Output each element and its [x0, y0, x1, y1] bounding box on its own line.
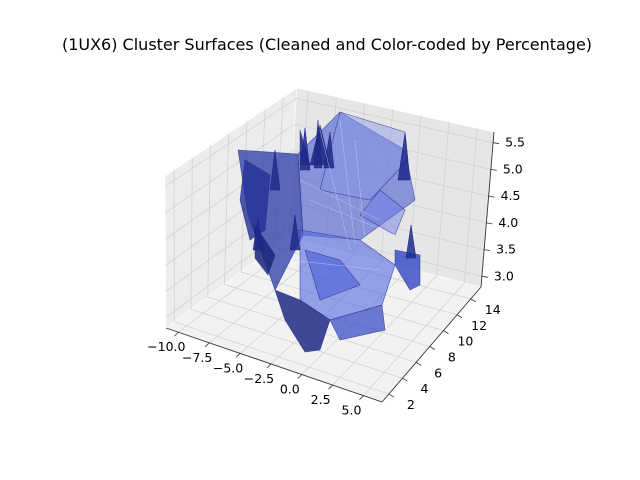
y-tick-mark [443, 330, 449, 334]
x-tick-label: −2.5 [244, 371, 274, 386]
surface-spike [397, 132, 411, 181]
x-tick-mark [235, 353, 241, 358]
z-gridline [296, 97, 494, 144]
x-tick-label: −5.0 [213, 360, 243, 375]
x-gridline-wall [436, 121, 450, 276]
y-gridline-wall [207, 145, 211, 297]
z-gridline-wall [165, 123, 295, 214]
axis-line [480, 131, 495, 288]
y-gridline-wall [190, 157, 193, 310]
y-gridline-wall [224, 133, 230, 285]
z-tick-mark [493, 142, 500, 145]
y-tick-mark [470, 298, 476, 303]
y-tick-mark [429, 346, 435, 350]
y-tick-mark [415, 362, 422, 366]
y-gridline [174, 321, 389, 395]
surface-mesh-line [319, 129, 351, 251]
y-tick-label: 4 [421, 381, 429, 396]
z-tick-label: 3.0 [494, 268, 514, 283]
surface-spike [269, 149, 281, 191]
surface-facet [274, 289, 331, 353]
x-tick-label: 5.0 [342, 403, 362, 418]
y-tick-label: 10 [457, 334, 473, 349]
surface-mesh-line [339, 119, 356, 246]
y-tick-mark [456, 314, 463, 319]
x-tick-mark [297, 374, 303, 379]
surface-spike [299, 127, 311, 171]
surface-facet [304, 249, 361, 301]
chart-title: (1UX6) Cluster Surfaces (Cleaned and Col… [62, 35, 592, 54]
axis-line [165, 327, 383, 403]
axis-lines [165, 131, 500, 403]
surface-facet [329, 304, 386, 341]
z-tick-mark [488, 195, 495, 198]
z-tick-label: 4.5 [501, 188, 521, 203]
y-tick-label: 8 [448, 349, 456, 364]
axis-line [381, 286, 482, 403]
z-tick-mark [490, 169, 497, 171]
z-tick-mark [481, 275, 488, 278]
x-tick-mark [266, 363, 272, 369]
surface-mesh-line [299, 179, 381, 221]
z-tick-label: 5.0 [503, 161, 523, 176]
y-tick-label: 6 [434, 365, 442, 380]
x-tick-label: 0.0 [280, 382, 300, 397]
y-tick-label: 14 [485, 302, 501, 317]
x-tick-mark [204, 342, 210, 348]
y-tick-label: 12 [471, 318, 487, 333]
cluster-surface [237, 111, 421, 353]
surface-mesh-line [309, 199, 396, 236]
x-gridline [332, 275, 437, 386]
x-tick-label: −7.5 [182, 350, 212, 365]
surface-spike [323, 131, 335, 169]
z-tick-label: 5.5 [505, 135, 525, 150]
x-tick-mark [359, 395, 364, 400]
z-gridline-wall [164, 98, 297, 187]
y-tick-mark [402, 377, 408, 382]
z-tick-label: 3.5 [496, 242, 516, 257]
x-tick-label: −10.0 [147, 339, 185, 354]
surface-spike [405, 224, 417, 259]
y-gridline [190, 308, 403, 379]
surface-spike [252, 217, 264, 251]
surface-mesh-line [289, 259, 381, 271]
x-tick-mark [328, 384, 333, 390]
surface-mesh-line [354, 139, 366, 241]
x-gridline-wall [463, 128, 478, 283]
surface-facet [319, 111, 409, 201]
surface-facet [359, 189, 406, 236]
surface-spike [289, 214, 301, 251]
z-tick-label: 4.0 [498, 215, 518, 230]
y-tick-mark [388, 393, 395, 398]
z-tick-mark [484, 249, 491, 251]
z-tick-mark [486, 222, 493, 225]
y-tick-label: 2 [407, 397, 415, 412]
x-tick-mark [174, 331, 179, 337]
x-gridline [363, 282, 465, 396]
surface-facet [394, 249, 421, 291]
x-tick-label: 2.5 [311, 392, 331, 407]
surface-spike [313, 119, 323, 169]
